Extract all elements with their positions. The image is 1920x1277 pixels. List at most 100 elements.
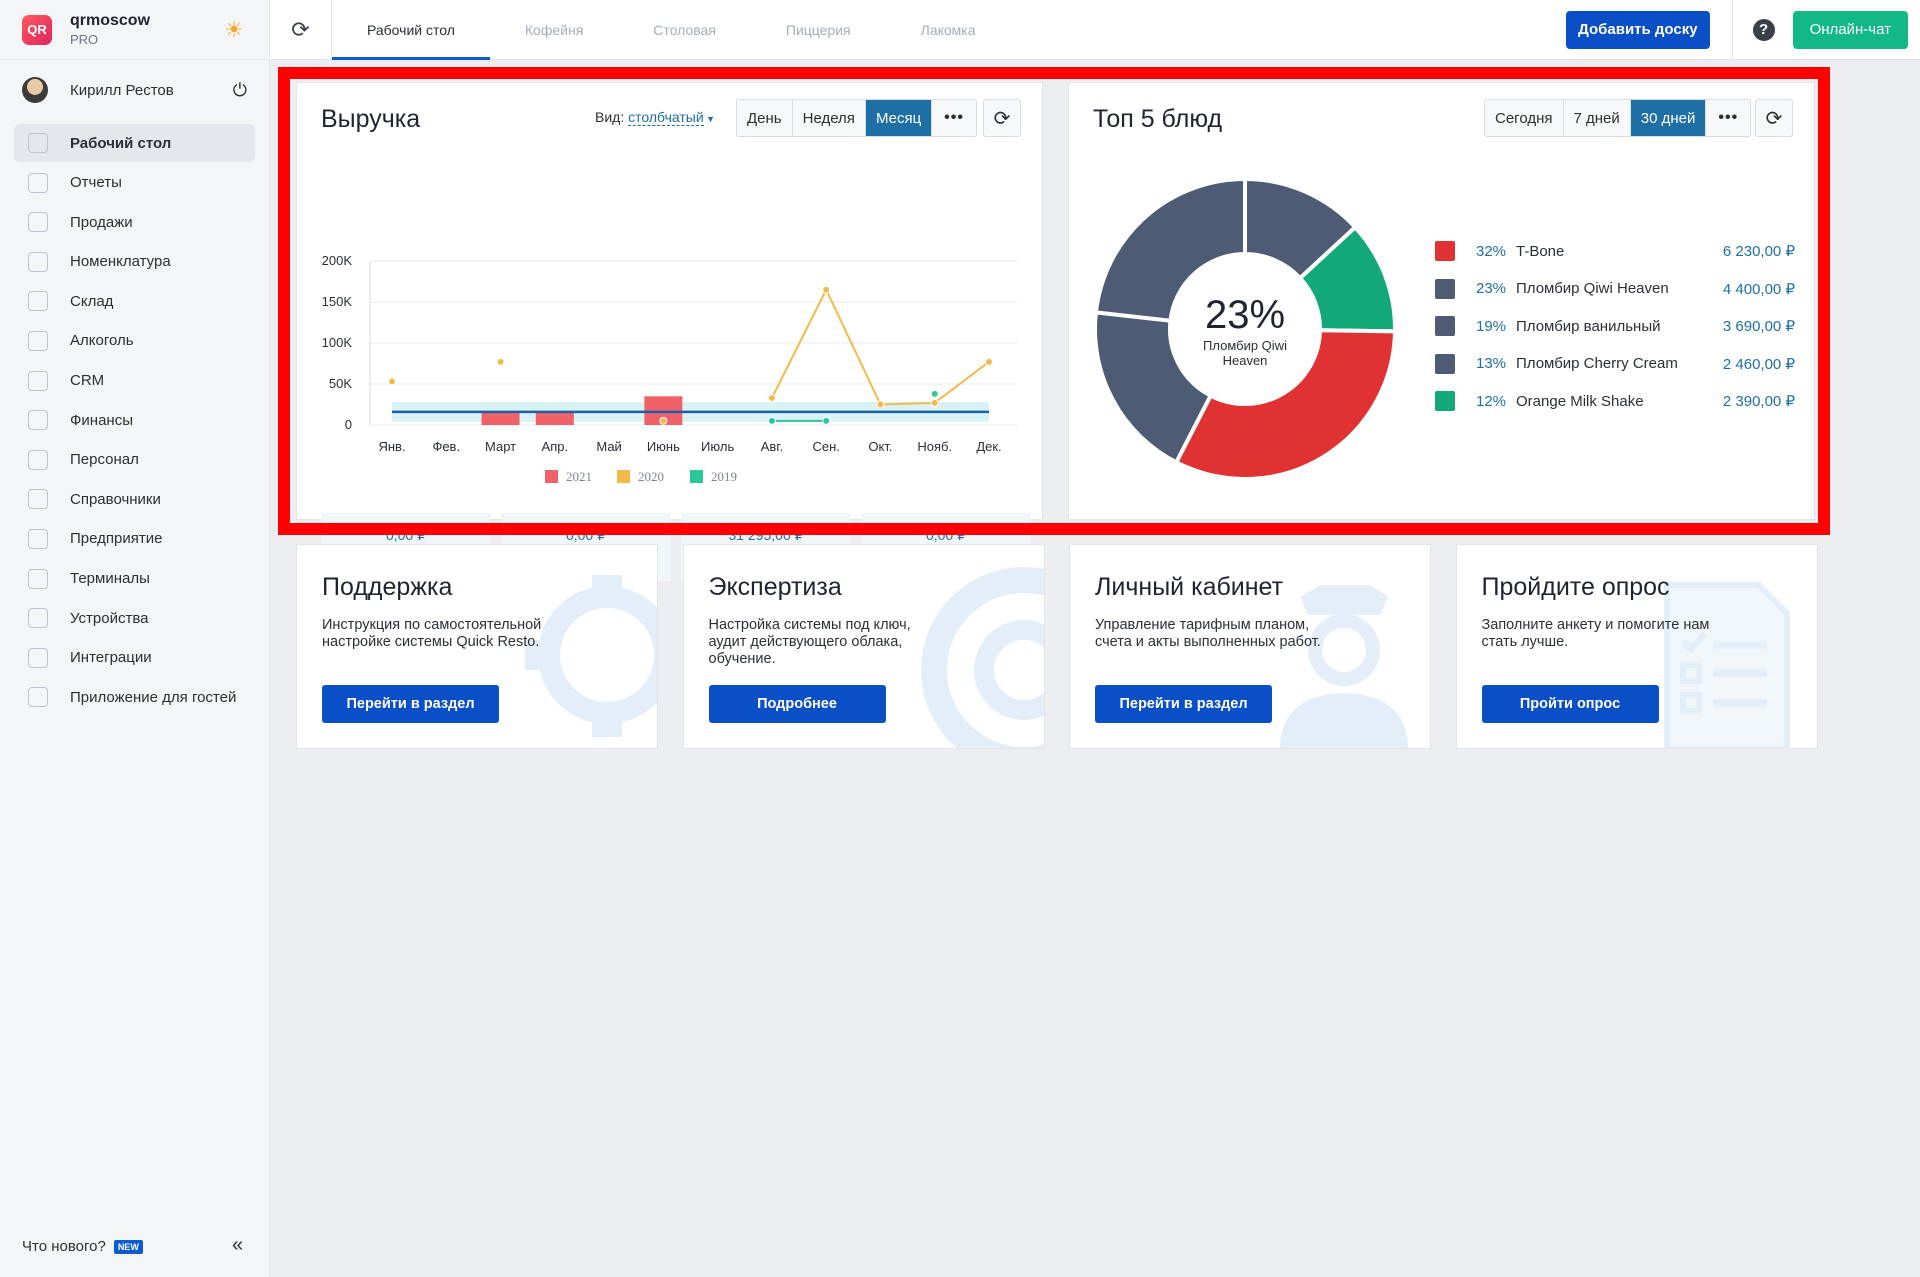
x-tick-label: Апр. <box>542 439 569 454</box>
sidebar-item-1[interactable]: Отчеты <box>14 164 255 202</box>
legend-amount: 4 400,00 ₽ <box>1722 280 1795 298</box>
point-2020 <box>659 416 668 425</box>
info-card-title: Пройдите опрос <box>1481 573 1670 601</box>
legend-swatch-2021 <box>545 470 558 483</box>
collapse-sidebar-icon[interactable]: « <box>232 1234 244 1256</box>
info-card-button[interactable]: Подробнее <box>708 685 886 723</box>
period-option[interactable]: 30 дней <box>1630 100 1707 136</box>
view-label: Вид: <box>595 109 625 125</box>
tab-0[interactable]: Рабочий стол <box>332 0 490 60</box>
top5-legend-row: 13% Пломбир Cherry Cream 2 460,00 ₽ <box>1435 352 1795 376</box>
point-2020 <box>930 398 939 407</box>
tab-1[interactable]: Кофейня <box>524 21 584 38</box>
y-tick-label: 100K <box>322 335 353 350</box>
legend-pct: 23% <box>1476 280 1507 297</box>
whats-new-link[interactable]: Что нового? NEW <box>22 1238 143 1255</box>
sidebar-item-12[interactable]: Устройства <box>14 599 255 637</box>
legend-name: Пломбир Cherry Cream <box>1516 355 1678 372</box>
view-value[interactable]: столбчатый <box>628 109 704 126</box>
infinity-icon <box>28 647 48 668</box>
info-card-button[interactable]: Перейти в раздел <box>1095 685 1272 723</box>
sidebar-item-13[interactable]: Интеграции <box>14 639 255 677</box>
user-row: Кирилл Рестов ⏻ <box>0 60 269 120</box>
info-card-title: Поддержка <box>322 573 453 601</box>
x-tick-label: Окт. <box>868 439 892 454</box>
legend-amount: 2 390,00 ₽ <box>1722 393 1795 410</box>
staff-icon <box>28 449 48 470</box>
legend-swatch-2019 <box>690 470 703 483</box>
x-tick-label: Июнь <box>647 439 680 454</box>
sidebar-item-10[interactable]: Предприятие <box>14 520 255 558</box>
company-name: qrmoscow <box>70 12 151 29</box>
theme-sun-icon[interactable]: ☀ <box>224 16 244 42</box>
bar-2021-Апр. <box>535 412 574 425</box>
more-options-icon[interactable]: ••• <box>932 100 976 136</box>
info-card: Поддержка Инструкция по самостоятельной н… <box>296 544 658 749</box>
help-icon[interactable]: ? <box>1752 18 1775 41</box>
y-tick-label: 200K <box>322 253 353 268</box>
period-option[interactable]: Сегодня <box>1485 100 1564 136</box>
sidebar-item-label: Отчеты <box>70 174 122 192</box>
sidebar-item-2[interactable]: Продажи <box>14 203 255 241</box>
sidebar-item-8[interactable]: Персонал <box>14 441 255 479</box>
period-option[interactable]: 7 дней <box>1563 100 1631 136</box>
sidebar-item-label: Приложение для гостей <box>70 688 237 706</box>
legend-amount: 3 690,00 ₽ <box>1722 318 1795 335</box>
tab-2[interactable]: Столовая <box>653 21 716 38</box>
sidebar-item-11[interactable]: Терминалы <box>14 560 255 598</box>
online-chat-button[interactable]: Онлайн-чат <box>1792 10 1908 49</box>
donut-slice[interactable] <box>1095 179 1247 323</box>
tab-4[interactable]: Лакомка <box>920 21 976 38</box>
view-selector[interactable]: Вид: столбчатый ▼ <box>595 109 715 126</box>
x-tick-label: Дек. <box>976 439 1001 454</box>
legend-pct: 13% <box>1476 355 1507 372</box>
tab-3[interactable]: Пиццерия <box>785 21 851 38</box>
sidebar-item-label: CRM <box>70 372 105 390</box>
revenue-chart: 200K 150K 100K 50K 0 Янв. Фев. Март Апр. Май Июнь И… <box>322 253 1017 484</box>
x-tick-label: Май <box>596 439 621 454</box>
top5-title: Топ 5 блюд <box>1093 105 1223 133</box>
donut-slice[interactable] <box>1095 310 1214 466</box>
legend-swatch <box>1435 316 1455 336</box>
sidebar-item-label: Финансы <box>70 411 133 429</box>
sidebar-item-14[interactable]: Приложение для гостей <box>14 678 255 716</box>
more-options-icon[interactable]: ••• <box>1706 100 1751 136</box>
brand-text: qrmoscow PRO <box>70 12 221 47</box>
info-card-text: Инструкция по самостоятельной настройке … <box>322 617 542 650</box>
legend-label-2021: 2021 <box>566 469 592 484</box>
period-option[interactable]: Месяц <box>865 100 933 136</box>
period-option[interactable]: День <box>737 100 793 136</box>
brand-header[interactable]: QR qrmoscow PRO ☀ <box>0 0 269 60</box>
sidebar-item-0[interactable]: Рабочий стол <box>14 124 255 162</box>
donut-slice[interactable] <box>1173 328 1395 479</box>
point-2020 <box>985 357 993 366</box>
info-card-button[interactable]: Пройти опрос <box>1481 685 1659 723</box>
avatar[interactable] <box>22 77 48 103</box>
period-option[interactable]: Неделя <box>792 100 866 136</box>
building-icon <box>28 528 48 549</box>
point-2020 <box>822 285 831 294</box>
add-board-button[interactable]: Добавить доску <box>1566 10 1710 49</box>
user-name[interactable]: Кирилл Рестов <box>70 81 174 99</box>
refresh-icon[interactable]: ⟳ <box>983 99 1021 137</box>
sidebar-item-4[interactable]: Склад <box>14 282 255 320</box>
sidebar-item-5[interactable]: Алкоголь <box>14 322 255 360</box>
bar-2021-Март <box>481 412 520 425</box>
sidebar-item-7[interactable]: Финансы <box>14 401 255 439</box>
glass-icon <box>28 330 48 351</box>
new-badge: NEW <box>113 1239 143 1254</box>
info-card-title: Личный кабинет <box>1095 573 1284 601</box>
point-2019 <box>930 389 939 398</box>
sync-icon[interactable]: ⟳ <box>270 0 332 60</box>
sidebar-item-6[interactable]: CRM <box>14 362 255 400</box>
info-card-button[interactable]: Перейти в раздел <box>322 685 499 723</box>
sidebar-item-9[interactable]: Справочники <box>14 480 255 518</box>
refresh-icon[interactable]: ⟳ <box>1755 99 1793 137</box>
sidebar-item-3[interactable]: Номенклатура <box>14 243 255 281</box>
donut-center-label-1: Пломбир Qiwi <box>1203 338 1287 353</box>
logout-icon[interactable]: ⏻ <box>232 79 247 100</box>
donut-center: 23% Пломбир Qiwi Heaven <box>1195 293 1295 368</box>
y-tick-label: 0 <box>345 417 352 432</box>
sidebar-item-label: Интеграции <box>70 649 152 667</box>
revenue-title: Выручка <box>321 105 421 133</box>
